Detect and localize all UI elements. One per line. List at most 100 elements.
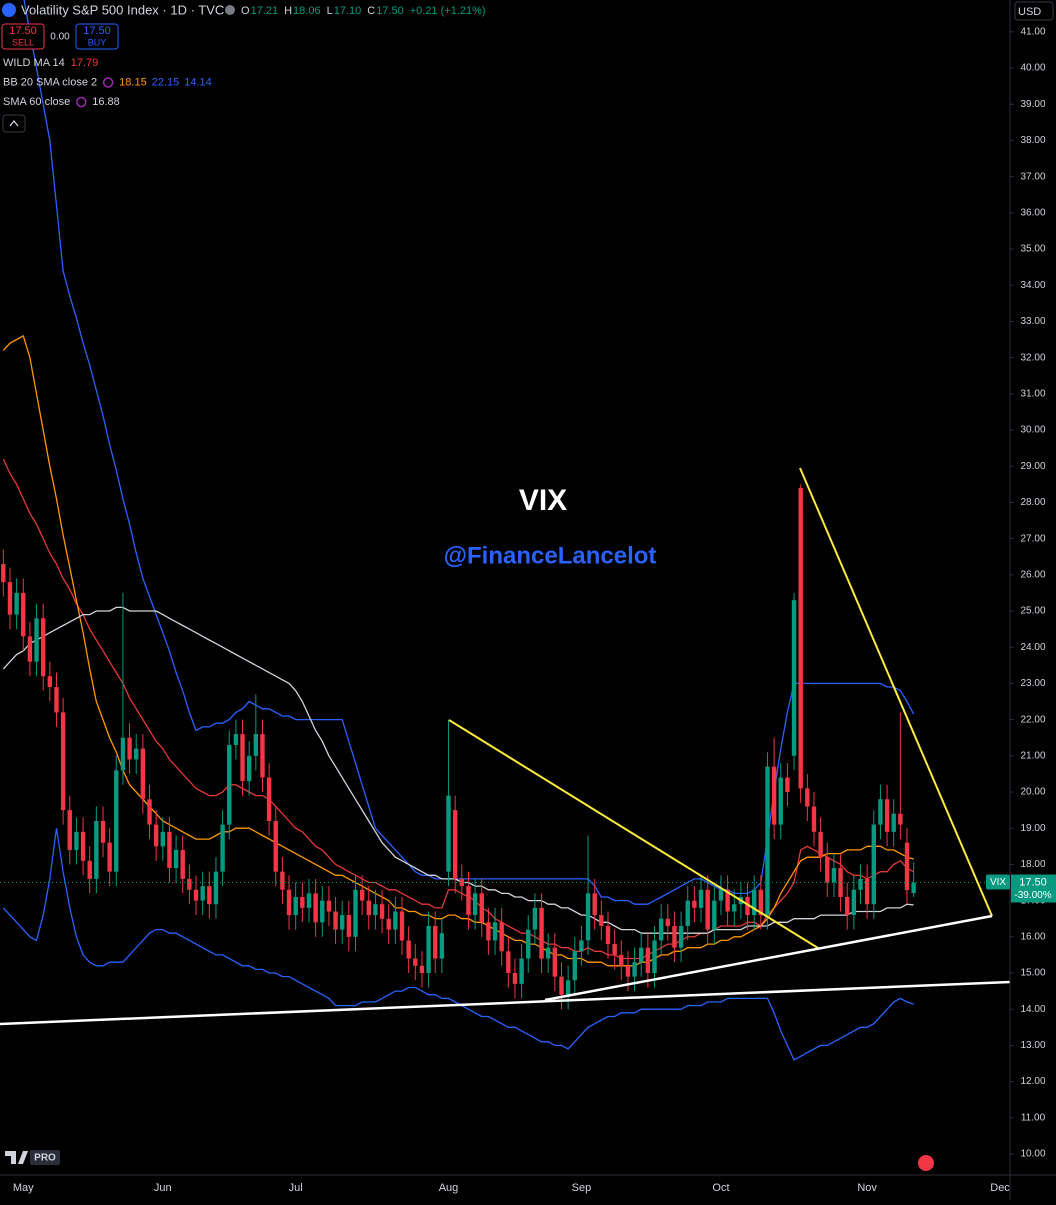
candle-body	[871, 824, 876, 905]
candle-body	[326, 900, 332, 912]
ohlc-value: 17.50	[376, 5, 404, 17]
indicator-value: 14.14	[184, 76, 212, 88]
collapse-icon	[9, 119, 19, 127]
candle-body	[778, 777, 783, 825]
y-tick-label: 15.00	[1020, 968, 1045, 979]
candle-body	[300, 896, 305, 908]
candle-body	[512, 973, 518, 984]
candle-body	[459, 878, 465, 887]
plot-area	[0, 0, 1010, 1061]
candle-body	[698, 889, 704, 908]
events-icon[interactable]	[918, 1155, 934, 1171]
candle-body	[911, 882, 916, 894]
candle-body	[373, 904, 378, 916]
candle-body	[878, 799, 883, 825]
sell-button[interactable]	[1, 23, 45, 50]
candle-body	[891, 813, 896, 832]
y-tick-label: 40.00	[1020, 63, 1045, 74]
candle-body	[153, 824, 159, 847]
candle-body	[433, 925, 438, 959]
candle-body	[565, 980, 571, 995]
candle-body	[167, 831, 172, 869]
candle-body	[7, 582, 13, 615]
indicator-value: 18.15	[119, 76, 147, 88]
collapse-button[interactable]	[2, 114, 26, 133]
candle-body	[625, 965, 631, 977]
x-axis: May Jun Jul Aug Sep Oct Nov Dec	[13, 1182, 1010, 1194]
y-tick-label: 35.00	[1020, 244, 1045, 255]
candle-body	[266, 777, 272, 821]
candle-body	[67, 810, 72, 850]
logo	[5, 1151, 28, 1164]
y-tick-label: 11.00	[1021, 1112, 1046, 1123]
candle-body	[665, 918, 670, 926]
candle-body	[107, 842, 112, 872]
y-tick-label: 38.00	[1020, 135, 1045, 146]
candle-body	[605, 925, 611, 945]
symbol-title: Volatility S&P 500 Index · 1D · TVC	[21, 2, 224, 17]
candle-body	[393, 911, 398, 930]
candle-body	[825, 857, 830, 883]
candle-body	[227, 744, 232, 825]
candle-body	[320, 900, 325, 923]
candle-body	[273, 820, 278, 872]
buy-price: 17.50	[83, 25, 111, 37]
candle-body	[898, 813, 903, 825]
x-tick-label: May	[13, 1182, 34, 1194]
candle-body	[519, 958, 524, 984]
candle-body	[559, 976, 564, 995]
buy-button[interactable]	[75, 23, 119, 50]
candle-body	[552, 947, 558, 977]
candle-body	[413, 958, 418, 966]
candle-body	[27, 636, 33, 662]
candle-body	[80, 831, 86, 861]
candle-body	[160, 831, 165, 847]
y-tick-label: 37.00	[1020, 171, 1045, 182]
candle-body	[592, 893, 597, 916]
y-tick-label: 26.00	[1020, 569, 1045, 580]
candle-body	[579, 940, 584, 952]
y-tick-label: 34.00	[1020, 280, 1045, 291]
candle-body	[658, 918, 664, 941]
candle-body	[805, 788, 810, 807]
x-tick-label: Nov	[857, 1182, 877, 1194]
candle-body	[1, 563, 6, 583]
x-tick-label: Jun	[154, 1182, 172, 1194]
candle-body	[619, 954, 624, 966]
indicator-line	[2, 606, 914, 934]
ohlc-value: 17.10	[334, 5, 362, 17]
candle-body	[472, 893, 478, 916]
y-tick-label: 29.00	[1020, 461, 1045, 472]
candle-body	[193, 889, 199, 901]
candle-body	[539, 907, 544, 959]
currency-button[interactable]	[1014, 1, 1054, 21]
candle-body	[140, 748, 146, 800]
x-tick-label: Jul	[289, 1182, 303, 1194]
x-tick-label: Dec	[990, 1182, 1010, 1194]
candle-body	[340, 915, 345, 930]
ohlc-value: 18.06	[293, 5, 321, 17]
candle-body	[486, 922, 491, 941]
ohlc-change: +0.21 (+1.21%)	[410, 5, 486, 17]
sell-label: SELL	[12, 37, 34, 47]
indicator-icon	[102, 77, 114, 88]
y-tick-label: 30.00	[1020, 425, 1045, 436]
candle-body	[74, 831, 79, 850]
candle-body	[34, 618, 39, 662]
candle-body	[134, 748, 139, 760]
indicator-name: WILD MA 14	[3, 57, 65, 69]
candle-body	[333, 911, 338, 930]
candle-body	[718, 889, 724, 901]
candle-body	[286, 889, 292, 916]
indicator-legend: WILD MA 14 17.79 BB 20 SMA close 2 18.15 22.…	[3, 57, 212, 108]
candle-body	[40, 618, 46, 677]
candle-body	[94, 820, 99, 879]
candle-body	[220, 824, 225, 872]
ohlc-key: L	[327, 5, 333, 17]
candle-body	[632, 962, 637, 977]
candle-body	[21, 592, 26, 637]
candle-body	[705, 889, 710, 930]
y-tick-label: 33.00	[1020, 316, 1045, 327]
